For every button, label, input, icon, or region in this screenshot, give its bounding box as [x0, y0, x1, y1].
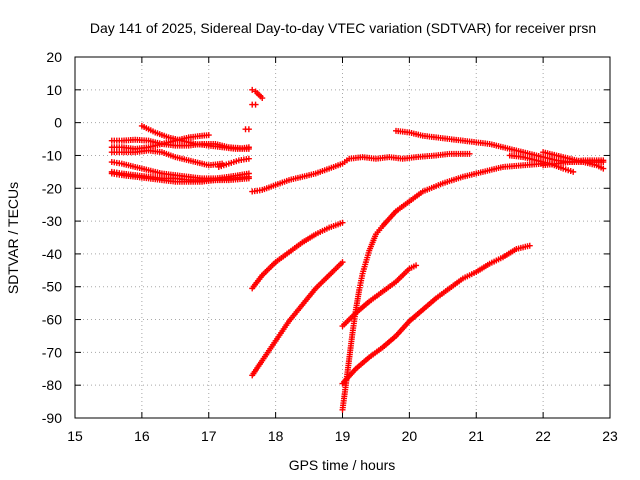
data-point [245, 175, 252, 182]
x-tick-label: 15 [67, 428, 83, 444]
y-axis-label: SDTVAR / TECUs [5, 182, 21, 294]
x-tick-label: 17 [201, 428, 217, 444]
data-point [570, 168, 577, 175]
data-point [600, 157, 607, 164]
x-tick-label: 19 [335, 428, 351, 444]
data-series [339, 160, 547, 413]
data-series [249, 259, 346, 379]
data-points [108, 86, 607, 413]
data-point [252, 101, 259, 108]
x-tick-label: 23 [602, 428, 618, 444]
data-series [339, 242, 533, 387]
data-series [138, 122, 252, 152]
data-point [413, 262, 420, 269]
y-tick-label: -40 [42, 246, 62, 262]
data-series [108, 170, 252, 185]
x-tick-label: 22 [535, 428, 551, 444]
y-tick-label: -50 [42, 279, 62, 295]
data-series [249, 150, 473, 195]
y-tick-label: -90 [42, 410, 62, 426]
y-tick-label: 20 [46, 49, 62, 65]
y-tick-label: -60 [42, 312, 62, 328]
data-point [205, 132, 212, 139]
data-point [339, 219, 346, 226]
x-tick-label: 16 [134, 428, 150, 444]
y-tick-label: 0 [54, 115, 62, 131]
data-point [600, 165, 607, 172]
data-point [339, 259, 346, 266]
y-tick-label: -30 [42, 213, 62, 229]
axis-ticks: 15 16 17 18 19 20 21 22 23 -90 -80 -70 -60 -50 -40 -30 -… [42, 49, 618, 444]
data-series [540, 157, 607, 169]
x-tick-label: 20 [402, 428, 418, 444]
data-point [245, 145, 252, 152]
data-point [245, 126, 252, 133]
data-series [249, 86, 266, 102]
data-point [259, 95, 266, 102]
data-series [242, 126, 252, 133]
y-tick-label: -20 [42, 180, 62, 196]
y-tick-label: 10 [46, 82, 62, 98]
data-point [466, 150, 473, 157]
data-point [526, 242, 533, 249]
data-series [108, 147, 226, 169]
y-tick-label: -70 [42, 344, 62, 360]
data-point [245, 155, 252, 162]
x-tick-label: 18 [268, 428, 284, 444]
grid [75, 57, 610, 418]
x-axis-label: GPS time / hours [289, 457, 396, 473]
data-series [215, 155, 252, 170]
data-series [249, 219, 346, 292]
data-series [339, 262, 420, 330]
y-tick-label: -10 [42, 147, 62, 163]
x-tick-label: 21 [468, 428, 484, 444]
chart-title: Day 141 of 2025, Sidereal Day-to-day VTE… [90, 20, 596, 36]
data-series [249, 101, 259, 108]
y-tick-label: -80 [42, 377, 62, 393]
data-point [249, 86, 256, 93]
